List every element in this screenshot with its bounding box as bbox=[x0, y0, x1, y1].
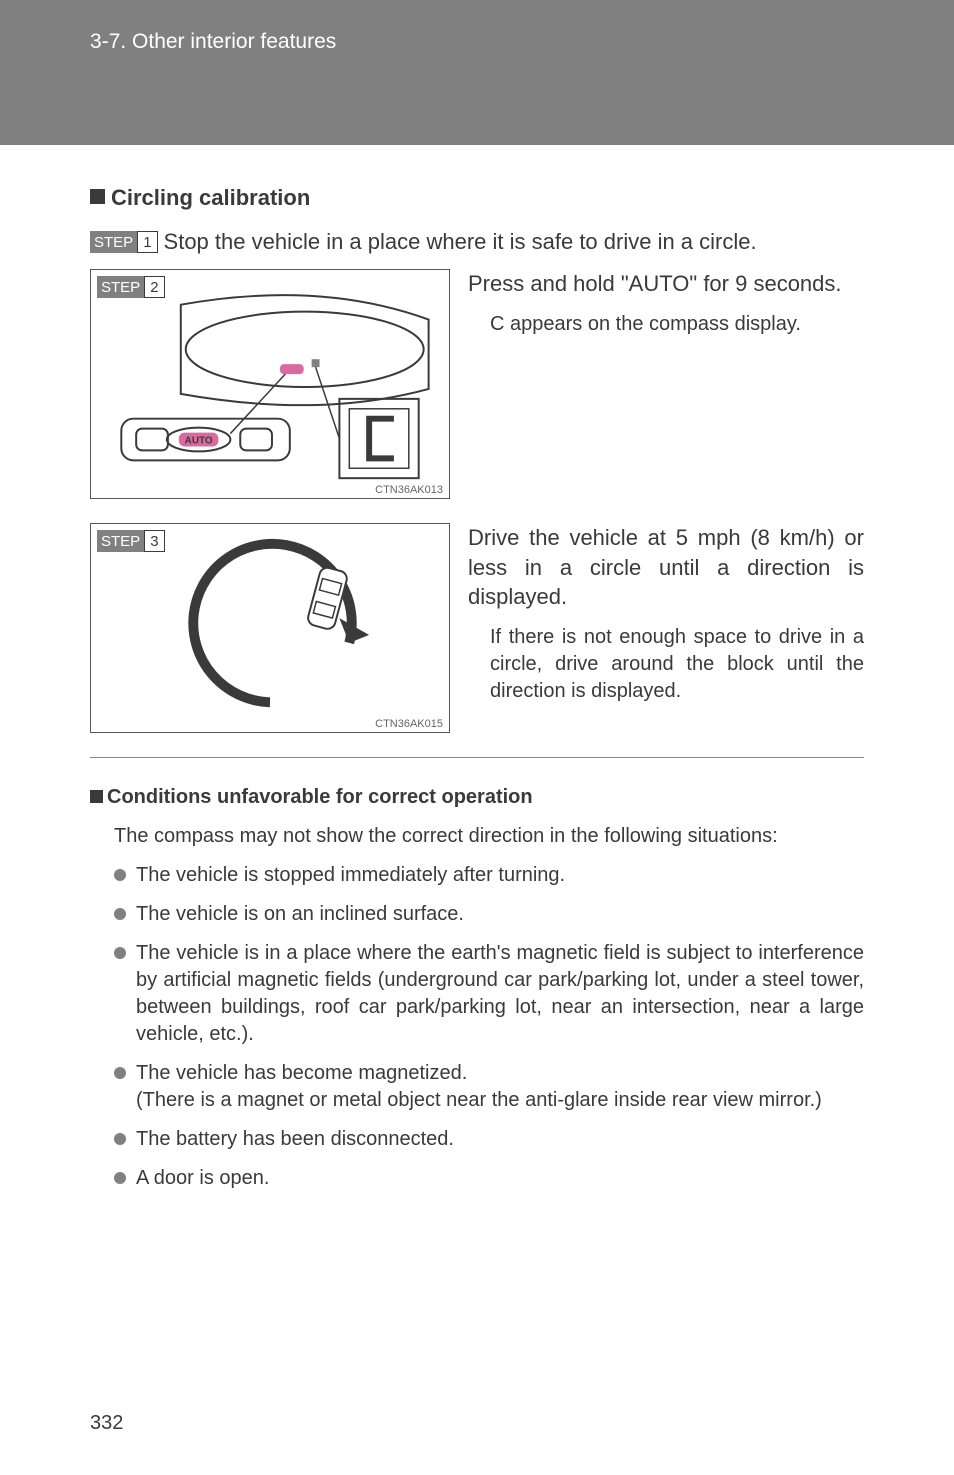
step-1-text: Stop the vehicle in a place where it is … bbox=[164, 229, 757, 255]
figure-row-2: STEP 3 CTN36AK015 Drive the vehicle at 5… bbox=[90, 523, 864, 733]
figure-1-main-text: Press and hold "AUTO" for 9 seconds. bbox=[468, 269, 864, 299]
list-item-subtext: (There is a magnet or metal object near … bbox=[136, 1087, 864, 1114]
figure-2-box: STEP 3 CTN36AK015 bbox=[90, 523, 450, 733]
square-bullet-icon bbox=[90, 790, 103, 803]
heading-circling-calibration: Circling calibration bbox=[90, 185, 864, 211]
figure-1-text: Press and hold "AUTO" for 9 seconds. C a… bbox=[468, 269, 864, 338]
figure-1-id: CTN36AK013 bbox=[375, 484, 443, 496]
list-item-text: A door is open. bbox=[136, 1167, 269, 1189]
list-item: The vehicle is in a place where the eart… bbox=[114, 940, 864, 1048]
list-item-text: The battery has been disconnected. bbox=[136, 1128, 454, 1150]
figure-1-sub-text: C appears on the compass display. bbox=[468, 311, 864, 338]
list-item: The vehicle is stopped immediately after… bbox=[114, 862, 864, 889]
list-item-text: The vehicle is in a place where the eart… bbox=[136, 942, 864, 1045]
page-content: Circling calibration STEP 1 Stop the veh… bbox=[0, 145, 954, 1192]
step-label: STEP bbox=[90, 231, 137, 253]
list-item: The battery has been disconnected. bbox=[114, 1126, 864, 1153]
page-number: 332 bbox=[90, 1412, 123, 1435]
step-number: 1 bbox=[137, 231, 157, 253]
header-section-ref: 3-7. Other interior features bbox=[90, 30, 954, 54]
figure-1-box: STEP 2 AUTO bbox=[90, 269, 450, 499]
figure-row-1: STEP 2 AUTO bbox=[90, 269, 864, 499]
list-item-text: The vehicle is stopped immediately after… bbox=[136, 864, 565, 886]
heading-conditions: Conditions unfavorable for correct opera… bbox=[90, 786, 864, 809]
step-label: STEP bbox=[97, 530, 144, 552]
figure-2-sub-text: If there is not enough space to drive in… bbox=[468, 624, 864, 705]
circle-drive-illustration bbox=[91, 524, 449, 732]
list-item-text: The vehicle has become magnetized. bbox=[136, 1062, 467, 1084]
list-item: The vehicle is on an inclined surface. bbox=[114, 901, 864, 928]
step-2-badge: STEP 2 bbox=[97, 276, 165, 298]
step-number: 3 bbox=[144, 530, 164, 552]
mirror-illustration: AUTO bbox=[91, 270, 449, 498]
figure-2-main-text: Drive the vehicle at 5 mph (8 km/h) or l… bbox=[468, 523, 864, 612]
svg-text:AUTO: AUTO bbox=[185, 435, 213, 446]
step-label: STEP bbox=[97, 276, 144, 298]
heading-text: Conditions unfavorable for correct opera… bbox=[107, 786, 533, 808]
step-1-badge: STEP 1 bbox=[90, 231, 158, 253]
figure-2-id: CTN36AK015 bbox=[375, 718, 443, 730]
square-bullet-icon bbox=[90, 189, 105, 204]
section-divider bbox=[90, 757, 864, 758]
list-item: The vehicle has become magnetized. (Ther… bbox=[114, 1060, 864, 1114]
step-1-line: STEP 1 Stop the vehicle in a place where… bbox=[90, 229, 864, 255]
step-number: 2 bbox=[144, 276, 164, 298]
list-item-text: The vehicle is on an inclined surface. bbox=[136, 903, 464, 925]
conditions-intro: The compass may not show the correct dir… bbox=[114, 825, 864, 848]
conditions-list: The vehicle is stopped immediately after… bbox=[90, 862, 864, 1192]
list-item: A door is open. bbox=[114, 1165, 864, 1192]
heading-text: Circling calibration bbox=[111, 185, 310, 210]
figure-2-text: Drive the vehicle at 5 mph (8 km/h) or l… bbox=[468, 523, 864, 705]
step-3-badge: STEP 3 bbox=[97, 530, 165, 552]
header-band: 3-7. Other interior features bbox=[0, 0, 954, 145]
